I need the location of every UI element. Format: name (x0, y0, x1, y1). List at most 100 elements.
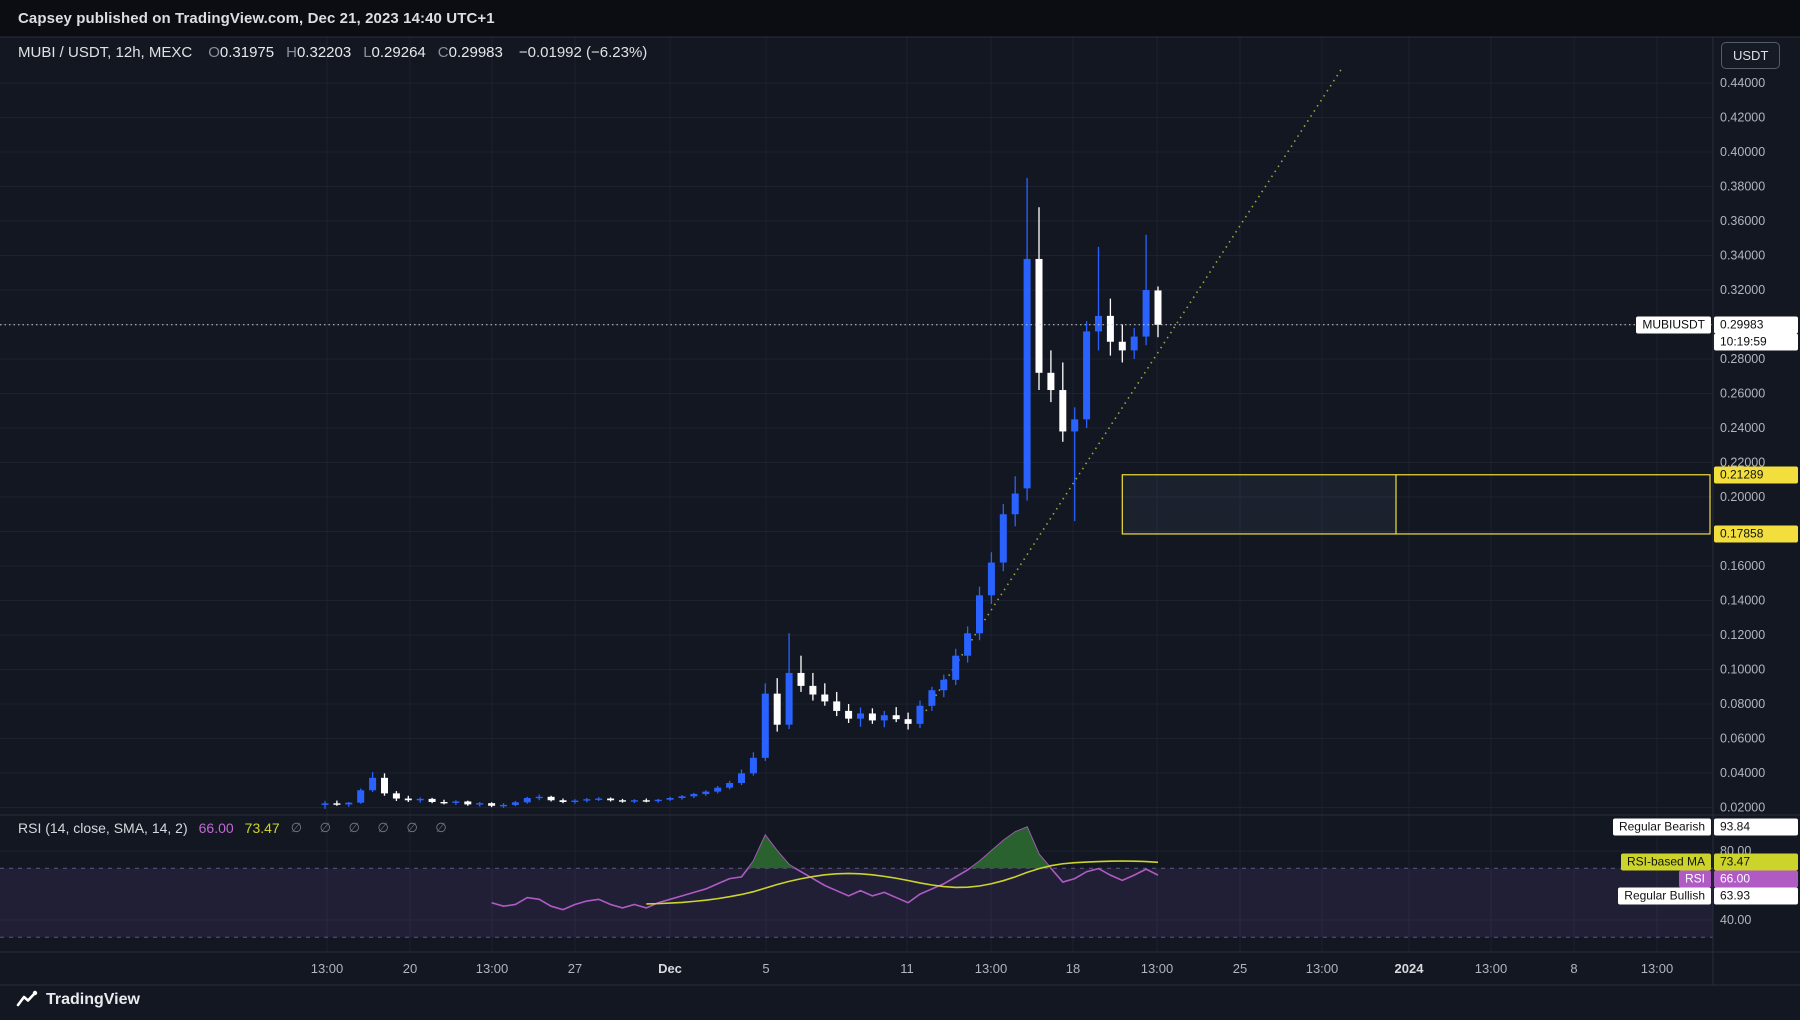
tradingview-wordmark[interactable]: TradingView (46, 991, 140, 1008)
rsi-band (0, 868, 1713, 938)
high-value: H0.32203 (286, 44, 352, 61)
symbol-title[interactable]: MUBI / USDT, 12h, MEXC (18, 44, 193, 61)
gridlines (0, 37, 1713, 952)
candle (654, 799, 662, 802)
candles-layer (321, 177, 1162, 809)
candle (916, 705, 924, 724)
candle (1047, 372, 1055, 391)
svg-text:13:00: 13:00 (1475, 961, 1508, 976)
svg-text:20: 20 (403, 961, 417, 976)
candle (809, 685, 817, 695)
current-price-axis-tag: 0.29983 (1714, 316, 1798, 334)
candle (535, 796, 543, 799)
candle (511, 802, 519, 805)
candle (738, 773, 745, 784)
candle (892, 715, 900, 720)
symbol-price-tag: MUBIUSDT (1636, 316, 1711, 334)
svg-text:0.42000: 0.42000 (1720, 111, 1765, 125)
price-range-box-drawing[interactable] (1121, 474, 1711, 535)
close-value: C0.29983 (437, 44, 503, 61)
rsi-tag-regular-bearish: Regular Bearish (1612, 818, 1711, 836)
svg-text:0.20000: 0.20000 (1720, 490, 1765, 504)
svg-text:0.10000: 0.10000 (1720, 663, 1765, 677)
rsi-ma-line (646, 860, 1159, 905)
svg-text:25: 25 (1233, 961, 1247, 976)
ohlc-values: O0.31975 H0.32203 L0.29264 C0.29983 (208, 44, 503, 61)
candle (345, 802, 353, 805)
rsi-tag-rsi-based-ma: RSI-based MA (1620, 853, 1711, 871)
svg-text:8: 8 (1570, 961, 1577, 976)
candle (678, 796, 686, 799)
candle (999, 514, 1007, 563)
candle (630, 800, 638, 802)
symbol-info-row: MUBI / USDT, 12h, MEXC O0.31975 H0.32203… (18, 44, 647, 61)
candle (547, 796, 555, 801)
candle (702, 791, 710, 795)
svg-text:0.28000: 0.28000 (1720, 352, 1765, 366)
candle (428, 798, 436, 802)
candle (357, 790, 365, 803)
open-value: O0.31975 (208, 44, 275, 61)
svg-text:0.38000: 0.38000 (1720, 180, 1765, 194)
candle (321, 803, 329, 805)
candle (714, 787, 722, 792)
candle (1023, 258, 1031, 489)
time-axis[interactable]: 13:00 20 13:00 27 Dec 5 11 13:00 18 13:00 25 13:00 2… (311, 961, 1674, 976)
rsi-header-row: RSI (14, close, SMA, 14, 2) 66.00 73.47 … (18, 820, 454, 836)
candle (595, 798, 603, 800)
candle (1083, 331, 1091, 420)
candle (1071, 419, 1079, 432)
svg-text:13:00: 13:00 (975, 961, 1008, 976)
publish-header-bar: Capsey published on TradingView.com, Dec… (0, 0, 1800, 37)
rsi-ma-current-value: 73.47 (244, 820, 280, 836)
rsi-hidden-plot-values: ∅ ∅ ∅ ∅ ∅ ∅ (290, 820, 454, 835)
svg-text:0.14000: 0.14000 (1720, 594, 1765, 608)
svg-text:0.44000: 0.44000 (1720, 76, 1765, 90)
svg-text:Dec: Dec (658, 961, 682, 976)
svg-text:13:00: 13:00 (476, 961, 509, 976)
candle (987, 562, 995, 596)
range-bottom-price-tag: 0.17858 (1714, 525, 1798, 543)
candle (821, 694, 829, 702)
candle (1106, 315, 1114, 342)
trendline-drawing[interactable] (925, 67, 1344, 712)
svg-text:5: 5 (762, 961, 769, 976)
svg-text:27: 27 (568, 961, 582, 976)
rsi-current-value: 66.00 (198, 820, 234, 836)
range-top-price-tag: 0.21289 (1714, 466, 1798, 484)
change-value: −0.01992 (−6.23%) (518, 44, 648, 61)
bar-countdown-tag: 10:19:59 (1714, 333, 1798, 351)
candle (666, 798, 674, 800)
tradingview-logo-icon (16, 990, 38, 1007)
candle (619, 800, 626, 802)
svg-text:0.32000: 0.32000 (1720, 283, 1765, 297)
rsi-divergence-fills (748, 827, 1051, 869)
rsi-title[interactable]: RSI (14, close, SMA, 14, 2) (18, 820, 188, 836)
svg-text:2024: 2024 (1395, 961, 1425, 976)
candle (607, 798, 615, 801)
svg-text:0.16000: 0.16000 (1720, 559, 1765, 573)
candle (952, 655, 960, 680)
currency-toggle-button[interactable]: USDT (1721, 42, 1781, 69)
svg-text:0.12000: 0.12000 (1720, 628, 1765, 642)
candle (369, 777, 377, 791)
svg-text:13:00: 13:00 (1306, 961, 1339, 976)
candle (476, 803, 484, 805)
candle (500, 804, 507, 807)
svg-text:18: 18 (1066, 961, 1080, 976)
candle (857, 713, 864, 719)
candle (440, 801, 448, 804)
candle (488, 803, 496, 806)
candle (928, 690, 936, 706)
price-axis[interactable]: 0.44000 0.42000 0.40000 0.38000 0.36000 0.340… (1720, 76, 1765, 927)
candle (642, 800, 650, 802)
rsi-tag-rsi: RSI (1678, 870, 1711, 888)
candle (404, 798, 412, 801)
candle (392, 793, 400, 799)
svg-text:13:00: 13:00 (1641, 961, 1674, 976)
candle (773, 693, 781, 725)
candle (976, 595, 983, 634)
candle (845, 710, 853, 719)
